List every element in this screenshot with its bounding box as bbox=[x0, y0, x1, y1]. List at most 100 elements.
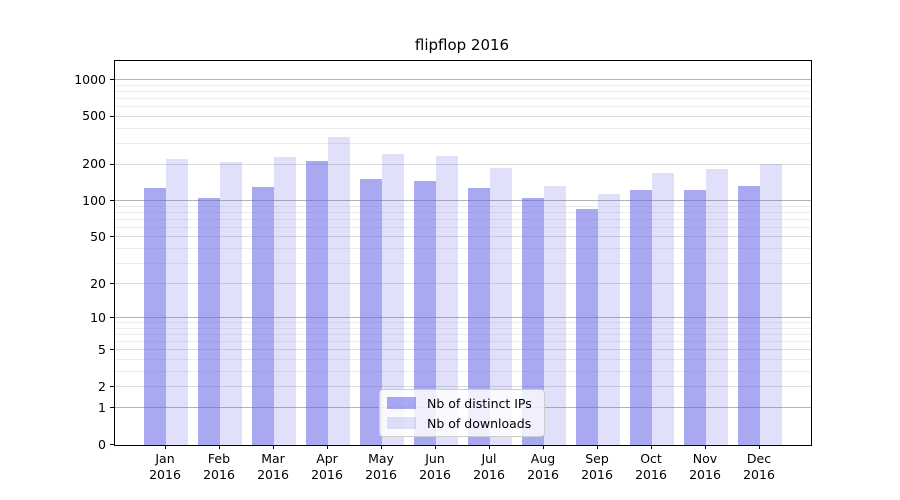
bar-nb-of-distinct-ips-mar bbox=[252, 187, 274, 445]
legend-item-distinct-ips: Nb of distinct IPs bbox=[387, 396, 544, 411]
x-tick-label: May 2016 bbox=[365, 451, 397, 482]
bar-nb-of-distinct-ips-jan bbox=[144, 187, 166, 445]
gridline-minor bbox=[115, 328, 811, 329]
gridline-minor bbox=[115, 142, 811, 144]
bar-nb-of-downloads-jan bbox=[166, 159, 188, 445]
legend-label: Nb of distinct IPs bbox=[427, 395, 532, 411]
gridline-minor bbox=[115, 262, 811, 264]
x-tick-label: Feb 2016 bbox=[203, 451, 235, 482]
x-tick-label: Jan 2016 bbox=[149, 451, 181, 482]
bar-nb-of-downloads-nov bbox=[706, 168, 728, 445]
gridline-minor bbox=[115, 334, 811, 336]
gridline-minor bbox=[115, 106, 811, 108]
bar-nb-of-distinct-ips-aug bbox=[522, 197, 544, 445]
y-tick bbox=[110, 317, 114, 319]
legend-item-downloads: Nb of downloads bbox=[387, 416, 544, 431]
y-tick-label: 5 bbox=[98, 341, 106, 357]
gridline-minor bbox=[115, 370, 811, 372]
bar-nb-of-distinct-ips-feb bbox=[198, 197, 220, 445]
x-tick-label: Oct 2016 bbox=[635, 451, 667, 482]
gridline-major bbox=[115, 79, 811, 81]
y-tick bbox=[110, 236, 114, 238]
x-tick bbox=[489, 445, 490, 449]
x-tick-label: Jul 2016 bbox=[473, 451, 505, 482]
y-tick bbox=[110, 349, 114, 351]
gridline-minor bbox=[115, 322, 811, 324]
legend-swatch-1 bbox=[387, 417, 416, 429]
gridline-sub bbox=[115, 349, 811, 351]
gridline-sub bbox=[115, 163, 811, 165]
x-tick bbox=[381, 445, 382, 449]
x-tick bbox=[165, 445, 166, 449]
bar-nb-of-downloads-apr bbox=[328, 136, 350, 445]
bar-nb-of-downloads-oct bbox=[652, 172, 674, 445]
gridline-minor bbox=[115, 84, 811, 86]
y-tick-label: 500 bbox=[82, 108, 106, 124]
gridline-minor bbox=[115, 247, 811, 249]
x-tick bbox=[327, 445, 328, 449]
bar-nb-of-downloads-aug bbox=[544, 185, 566, 445]
y-tick-label: 50 bbox=[90, 228, 106, 244]
gridline-minor bbox=[115, 341, 811, 343]
y-tick bbox=[110, 407, 114, 409]
y-tick-label: 2 bbox=[98, 378, 106, 394]
y-tick-label: 200 bbox=[82, 156, 106, 172]
gridline-sub bbox=[115, 386, 811, 387]
gridline-minor bbox=[115, 359, 811, 360]
legend-swatch-0 bbox=[387, 397, 416, 409]
gridline-sub bbox=[115, 236, 811, 238]
gridline-sub bbox=[115, 115, 811, 117]
chart-title: flipflop 2016 bbox=[414, 36, 510, 54]
gridline-minor bbox=[115, 127, 811, 129]
y-tick bbox=[110, 115, 114, 117]
x-tick bbox=[435, 445, 436, 449]
x-tick bbox=[219, 445, 220, 449]
gridline-minor bbox=[115, 90, 811, 92]
gridline-sub bbox=[115, 283, 811, 285]
gridline-minor bbox=[115, 205, 811, 207]
y-tick bbox=[110, 163, 114, 165]
x-tick bbox=[651, 445, 652, 449]
x-tick bbox=[759, 445, 760, 449]
y-tick-label: 10 bbox=[90, 309, 106, 325]
x-tick-label: Aug 2016 bbox=[527, 451, 559, 482]
bar-nb-of-distinct-ips-may bbox=[360, 178, 382, 445]
gridline-major bbox=[115, 200, 811, 202]
x-tick bbox=[597, 445, 598, 449]
x-tick-label: Apr 2016 bbox=[311, 451, 343, 482]
gridline-minor bbox=[115, 98, 811, 99]
x-tick-label: Mar 2016 bbox=[257, 451, 289, 482]
bar-nb-of-distinct-ips-oct bbox=[630, 190, 652, 445]
bar-nb-of-downloads-jul bbox=[490, 168, 512, 445]
x-tick bbox=[273, 445, 274, 449]
bar-nb-of-distinct-ips-jul bbox=[468, 187, 490, 445]
x-tick-label: Nov 2016 bbox=[689, 451, 721, 482]
bar-nb-of-downloads-mar bbox=[274, 156, 296, 445]
bar-nb-of-downloads-dec bbox=[760, 163, 782, 445]
y-tick-label: 1000 bbox=[74, 71, 106, 87]
bar-nb-of-distinct-ips-dec bbox=[738, 185, 760, 445]
y-tick-label: 100 bbox=[82, 192, 106, 208]
y-tick-label: 0 bbox=[98, 436, 106, 452]
x-tick bbox=[543, 445, 544, 449]
bar-nb-of-distinct-ips-jun bbox=[414, 180, 436, 445]
bar-nb-of-distinct-ips-sep bbox=[576, 208, 598, 445]
bar-nb-of-distinct-ips-nov bbox=[684, 190, 706, 445]
legend-label: Nb of downloads bbox=[427, 415, 532, 431]
y-tick bbox=[110, 283, 114, 285]
x-tick-label: Jun 2016 bbox=[419, 451, 451, 482]
bar-nb-of-downloads-jun bbox=[436, 155, 458, 445]
y-tick-label: 1 bbox=[98, 399, 106, 415]
x-tick-label: Sep 2016 bbox=[581, 451, 613, 482]
y-tick bbox=[110, 444, 114, 445]
x-tick-label: Dec 2016 bbox=[743, 451, 775, 482]
bar-nb-of-downloads-sep bbox=[598, 194, 620, 445]
bar-nb-of-distinct-ips-apr bbox=[306, 160, 328, 445]
gridline-minor bbox=[115, 218, 811, 220]
gridline-minor bbox=[115, 211, 811, 213]
bar-nb-of-downloads-may bbox=[382, 154, 404, 445]
y-tick bbox=[110, 386, 114, 387]
x-tick bbox=[705, 445, 706, 449]
y-tick bbox=[110, 200, 114, 202]
